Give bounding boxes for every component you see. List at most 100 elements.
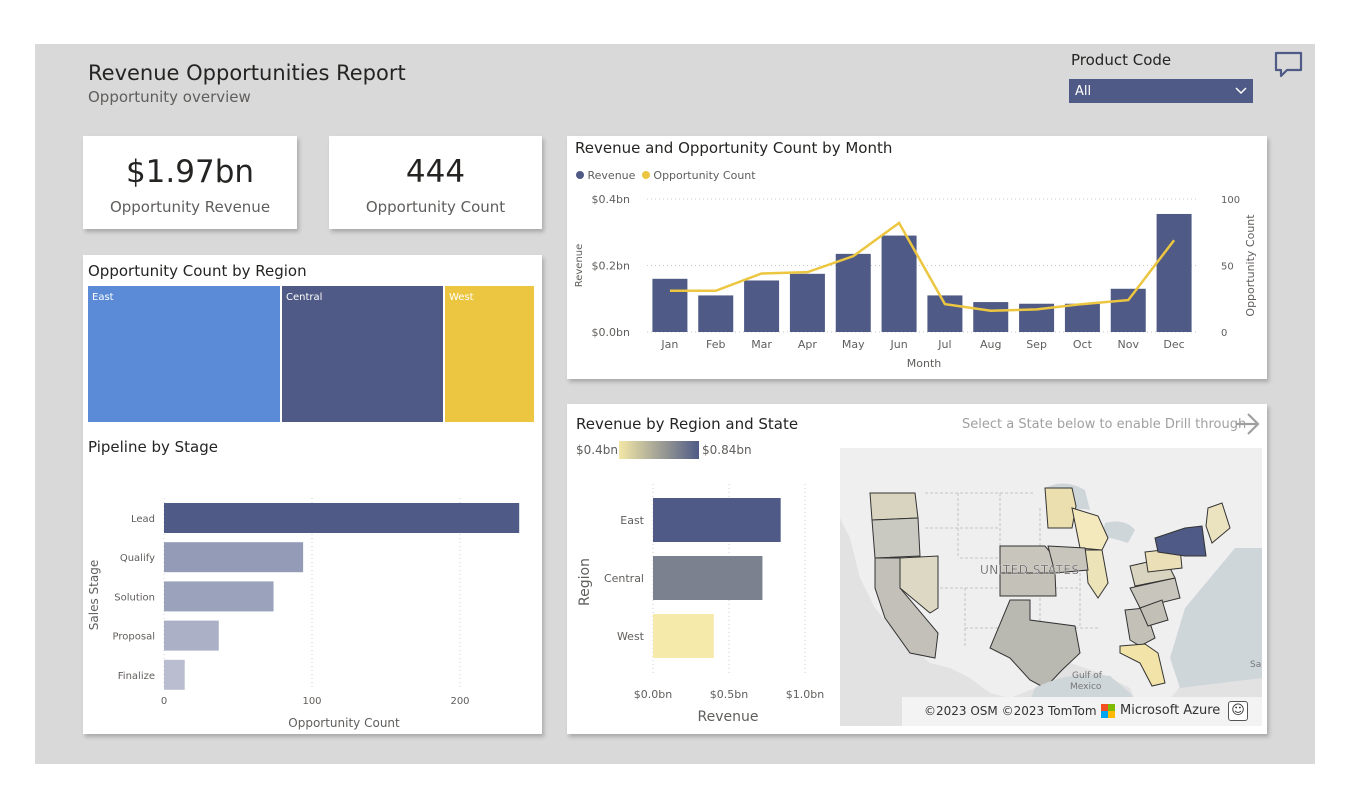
y2-axis-title: Opportunity Count — [1244, 214, 1257, 317]
map-brand: Microsoft Azure — [1120, 703, 1221, 718]
tile-label: Central — [286, 292, 323, 303]
x-tick-label: May — [842, 338, 865, 351]
x-tick-label: Aug — [980, 338, 1001, 351]
region-revenue-bar — [653, 556, 763, 600]
state-illinois[interactable] — [1084, 549, 1109, 599]
region-revenue-bar — [653, 498, 781, 542]
y2-tick-label: 0 — [1221, 328, 1227, 339]
y2-tick-label: 50 — [1221, 262, 1234, 273]
tile-label: West — [449, 292, 474, 303]
y-tick-label: $0.0bn — [592, 326, 630, 339]
revenue-bar — [835, 253, 871, 332]
kpi-label: Opportunity Count — [365, 198, 506, 216]
y-axis-title: Region — [577, 558, 593, 606]
region-treemap[interactable]: East Central West — [88, 286, 534, 422]
arrow-right-icon[interactable] — [1234, 412, 1262, 436]
region-state-title: Revenue by Region and State — [576, 415, 799, 433]
dropdown-selected-value: All — [1075, 84, 1092, 99]
pipeline-title: Pipeline by Stage — [88, 438, 218, 456]
map-edge-label: Sarg — [1250, 660, 1262, 670]
gradient-max-label: $0.84bn — [702, 443, 752, 457]
gradient-min-label: $0.4bn — [576, 443, 618, 457]
state-oregon[interactable] — [871, 517, 921, 559]
x-tick-label: Sep — [1026, 338, 1047, 351]
state-south-carolina[interactable] — [1139, 599, 1169, 627]
region-label: West — [617, 630, 645, 643]
lake-shape — [1102, 521, 1135, 543]
atlantic-water — [1170, 548, 1262, 688]
tile-label: East — [92, 292, 114, 303]
microsoft-logo-icon — [1101, 704, 1115, 718]
y2-tick-label: 100 — [1221, 195, 1240, 206]
region-label: East — [620, 514, 644, 527]
x-axis-title: Revenue — [698, 709, 759, 725]
y-tick-label: $0.4bn — [592, 193, 630, 206]
map-attribution: ©2023 OSM ©2023 TomTom — [924, 704, 1097, 718]
map-attribution-bar: ©2023 OSM ©2023 TomTom Microsoft Azure ☺ — [902, 697, 1262, 726]
x-tick-label: 200 — [450, 696, 469, 707]
x-tick-label: $0.5bn — [710, 688, 748, 701]
region-state-card: Revenue by Region and State Select a Sta… — [567, 404, 1267, 734]
revenue-bar — [927, 295, 963, 332]
state-washington[interactable] — [869, 492, 919, 521]
revenue-bar — [698, 295, 734, 332]
kpi-label: Opportunity Revenue — [109, 198, 271, 216]
y-axis-title: Revenue — [574, 244, 585, 288]
chevron-down-icon — [1235, 87, 1247, 95]
kpi-card-count: 444 Opportunity Count — [329, 136, 542, 229]
stage-label: Qualify — [120, 553, 155, 564]
map-graphic: UNITED STATES Gulf of Mexico Sarg — [840, 448, 1262, 726]
legend-swatch-count — [641, 171, 650, 179]
us-map[interactable]: UNITED STATES Gulf of Mexico Sarg ©2023 … — [840, 448, 1262, 726]
region-label: Central — [604, 572, 644, 585]
x-tick-label: 100 — [302, 696, 321, 707]
y-axis-title: Sales Stage — [87, 560, 101, 630]
revenue-bar — [1110, 288, 1146, 332]
product-code-dropdown[interactable]: All — [1069, 79, 1253, 103]
slicer-label: Product Code — [1071, 51, 1172, 69]
stage-bar — [164, 659, 185, 690]
x-tick-label: 0 — [161, 696, 167, 707]
kpi-value: $1.97bn — [125, 154, 255, 190]
region-revenue-chart: $0.0bn $0.5bn $1.0bn East Central West Revenue… — [577, 484, 824, 725]
treemap-tile-central[interactable]: Central — [282, 286, 443, 422]
revenue-bar — [652, 278, 688, 332]
region-pipeline-card: Opportunity Count by Region East Central… — [83, 255, 542, 734]
x-tick-label: Jan — [660, 338, 678, 351]
treemap-tile-east[interactable]: East — [88, 286, 280, 422]
map-gulf-label-1: Gulf of — [1072, 671, 1103, 681]
state-new-york[interactable] — [1154, 525, 1207, 557]
state-texas[interactable] — [989, 599, 1081, 689]
comment-icon[interactable] — [1274, 51, 1304, 79]
stage-label: Finalize — [118, 671, 155, 682]
x-tick-label: Feb — [706, 338, 725, 351]
kpi-card-revenue: $1.97bn Opportunity Revenue — [83, 136, 297, 229]
state-maine[interactable] — [1205, 502, 1231, 544]
monthly-title: Revenue and Opportunity Count by Month — [575, 139, 893, 157]
stage-label: Proposal — [113, 632, 155, 643]
stage-bar — [164, 620, 219, 651]
stage-bar — [164, 503, 520, 533]
revenue-bar — [789, 273, 825, 332]
region-revenue-bar — [653, 614, 714, 658]
treemap-tile-west[interactable]: West — [445, 286, 534, 422]
x-tick-label: Jul — [937, 338, 951, 351]
state-nevada[interactable] — [899, 555, 939, 614]
stage-bar — [164, 581, 274, 612]
monthly-legend: Revenue Opportunity Count — [576, 169, 756, 182]
state-kansas[interactable] — [999, 572, 1057, 597]
state-iowa[interactable] — [1047, 545, 1089, 574]
x-axis-title: Opportunity Count — [288, 716, 400, 730]
map-country-label: UNITED STATES — [980, 563, 1080, 577]
revenue-bar — [973, 302, 1009, 332]
x-tick-label: Jun — [889, 338, 907, 351]
state-minnesota[interactable] — [1044, 487, 1077, 529]
x-axis-title: Month — [907, 357, 942, 370]
x-tick-label: Mar — [751, 338, 772, 351]
x-tick-label: Apr — [798, 338, 818, 351]
report-title: Revenue Opportunities Report — [88, 61, 406, 85]
legend-label-revenue: Revenue — [587, 169, 636, 182]
stage-label: Solution — [114, 592, 155, 603]
state-florida[interactable] — [1119, 643, 1166, 687]
feedback-smiley-icon[interactable]: ☺ — [1228, 701, 1248, 721]
